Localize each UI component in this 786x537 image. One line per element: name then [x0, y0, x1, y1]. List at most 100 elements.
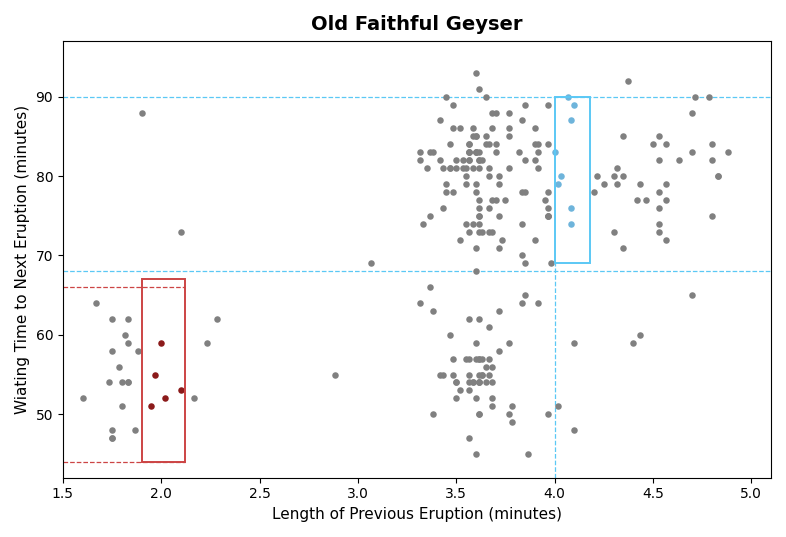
Point [450, 394, 463, 403]
Point [689, 92, 702, 101]
Point [473, 212, 486, 220]
Point [470, 338, 483, 347]
Point [473, 204, 486, 212]
Point [446, 100, 459, 109]
Point [686, 291, 699, 300]
Point [555, 172, 567, 180]
Point [703, 92, 715, 101]
Point [463, 156, 476, 164]
Point [529, 156, 542, 164]
Point [588, 187, 601, 196]
Point [440, 92, 453, 101]
Bar [555, 97, 590, 263]
Point [496, 235, 509, 244]
Point [519, 259, 531, 267]
Point [421, 164, 433, 172]
Point [424, 148, 436, 157]
Point [463, 140, 476, 149]
Point [463, 370, 476, 379]
Point [443, 164, 456, 172]
Point [454, 235, 466, 244]
Point [424, 212, 436, 220]
Point [660, 195, 673, 204]
Point [473, 148, 486, 157]
Point [516, 187, 528, 196]
Point [479, 378, 492, 387]
Point [516, 299, 528, 307]
Point [463, 315, 476, 323]
Point [706, 156, 718, 164]
Point [522, 449, 534, 458]
Point [437, 370, 450, 379]
Point [149, 370, 161, 379]
Point [122, 378, 134, 387]
Point [329, 370, 341, 379]
Point [463, 148, 476, 157]
Point [653, 156, 666, 164]
Point [463, 378, 476, 387]
Point [611, 164, 623, 172]
Title: Old Faithful Geyser: Old Faithful Geyser [311, 15, 523, 34]
Point [473, 354, 486, 363]
Point [450, 156, 463, 164]
Point [460, 220, 472, 228]
Point [463, 354, 476, 363]
Point [476, 156, 489, 164]
Point [470, 180, 483, 188]
Point [712, 172, 725, 180]
Point [106, 346, 119, 355]
Point [90, 299, 102, 307]
Point [686, 148, 699, 157]
Point [466, 164, 479, 172]
Point [463, 140, 476, 149]
Point [460, 354, 472, 363]
Point [479, 92, 492, 101]
Point [660, 235, 673, 244]
Point [446, 354, 459, 363]
Point [470, 132, 483, 141]
Point [529, 124, 542, 133]
Point [542, 212, 554, 220]
Point [200, 338, 213, 347]
Point [591, 172, 604, 180]
Point [622, 76, 634, 85]
Point [673, 156, 685, 164]
Point [552, 180, 564, 188]
Point [486, 195, 498, 204]
Point [634, 331, 646, 339]
Point [568, 338, 581, 347]
Point [460, 172, 472, 180]
Y-axis label: Wiating Time to Next Eruption (minutes): Wiating Time to Next Eruption (minutes) [15, 105, 30, 414]
Point [512, 148, 525, 157]
Point [516, 116, 528, 125]
Point [466, 378, 479, 387]
Point [434, 370, 446, 379]
Point [611, 180, 623, 188]
Point [493, 180, 505, 188]
Point [476, 370, 489, 379]
Point [483, 204, 495, 212]
Point [647, 140, 659, 149]
Point [476, 370, 489, 379]
Point [414, 299, 427, 307]
Point [552, 402, 564, 411]
Point [473, 195, 486, 204]
Point [564, 220, 577, 228]
Point [460, 180, 472, 188]
Point [532, 299, 545, 307]
Point [122, 338, 134, 347]
Point [365, 259, 377, 267]
Point [106, 434, 119, 442]
Point [106, 434, 119, 442]
Point [473, 156, 486, 164]
Point [608, 227, 620, 236]
Point [102, 378, 115, 387]
Point [479, 140, 492, 149]
Point [122, 315, 134, 323]
Point [505, 418, 518, 426]
Point [440, 187, 453, 196]
Point [476, 354, 489, 363]
Point [473, 354, 486, 363]
Point [417, 220, 430, 228]
Point [608, 172, 620, 180]
